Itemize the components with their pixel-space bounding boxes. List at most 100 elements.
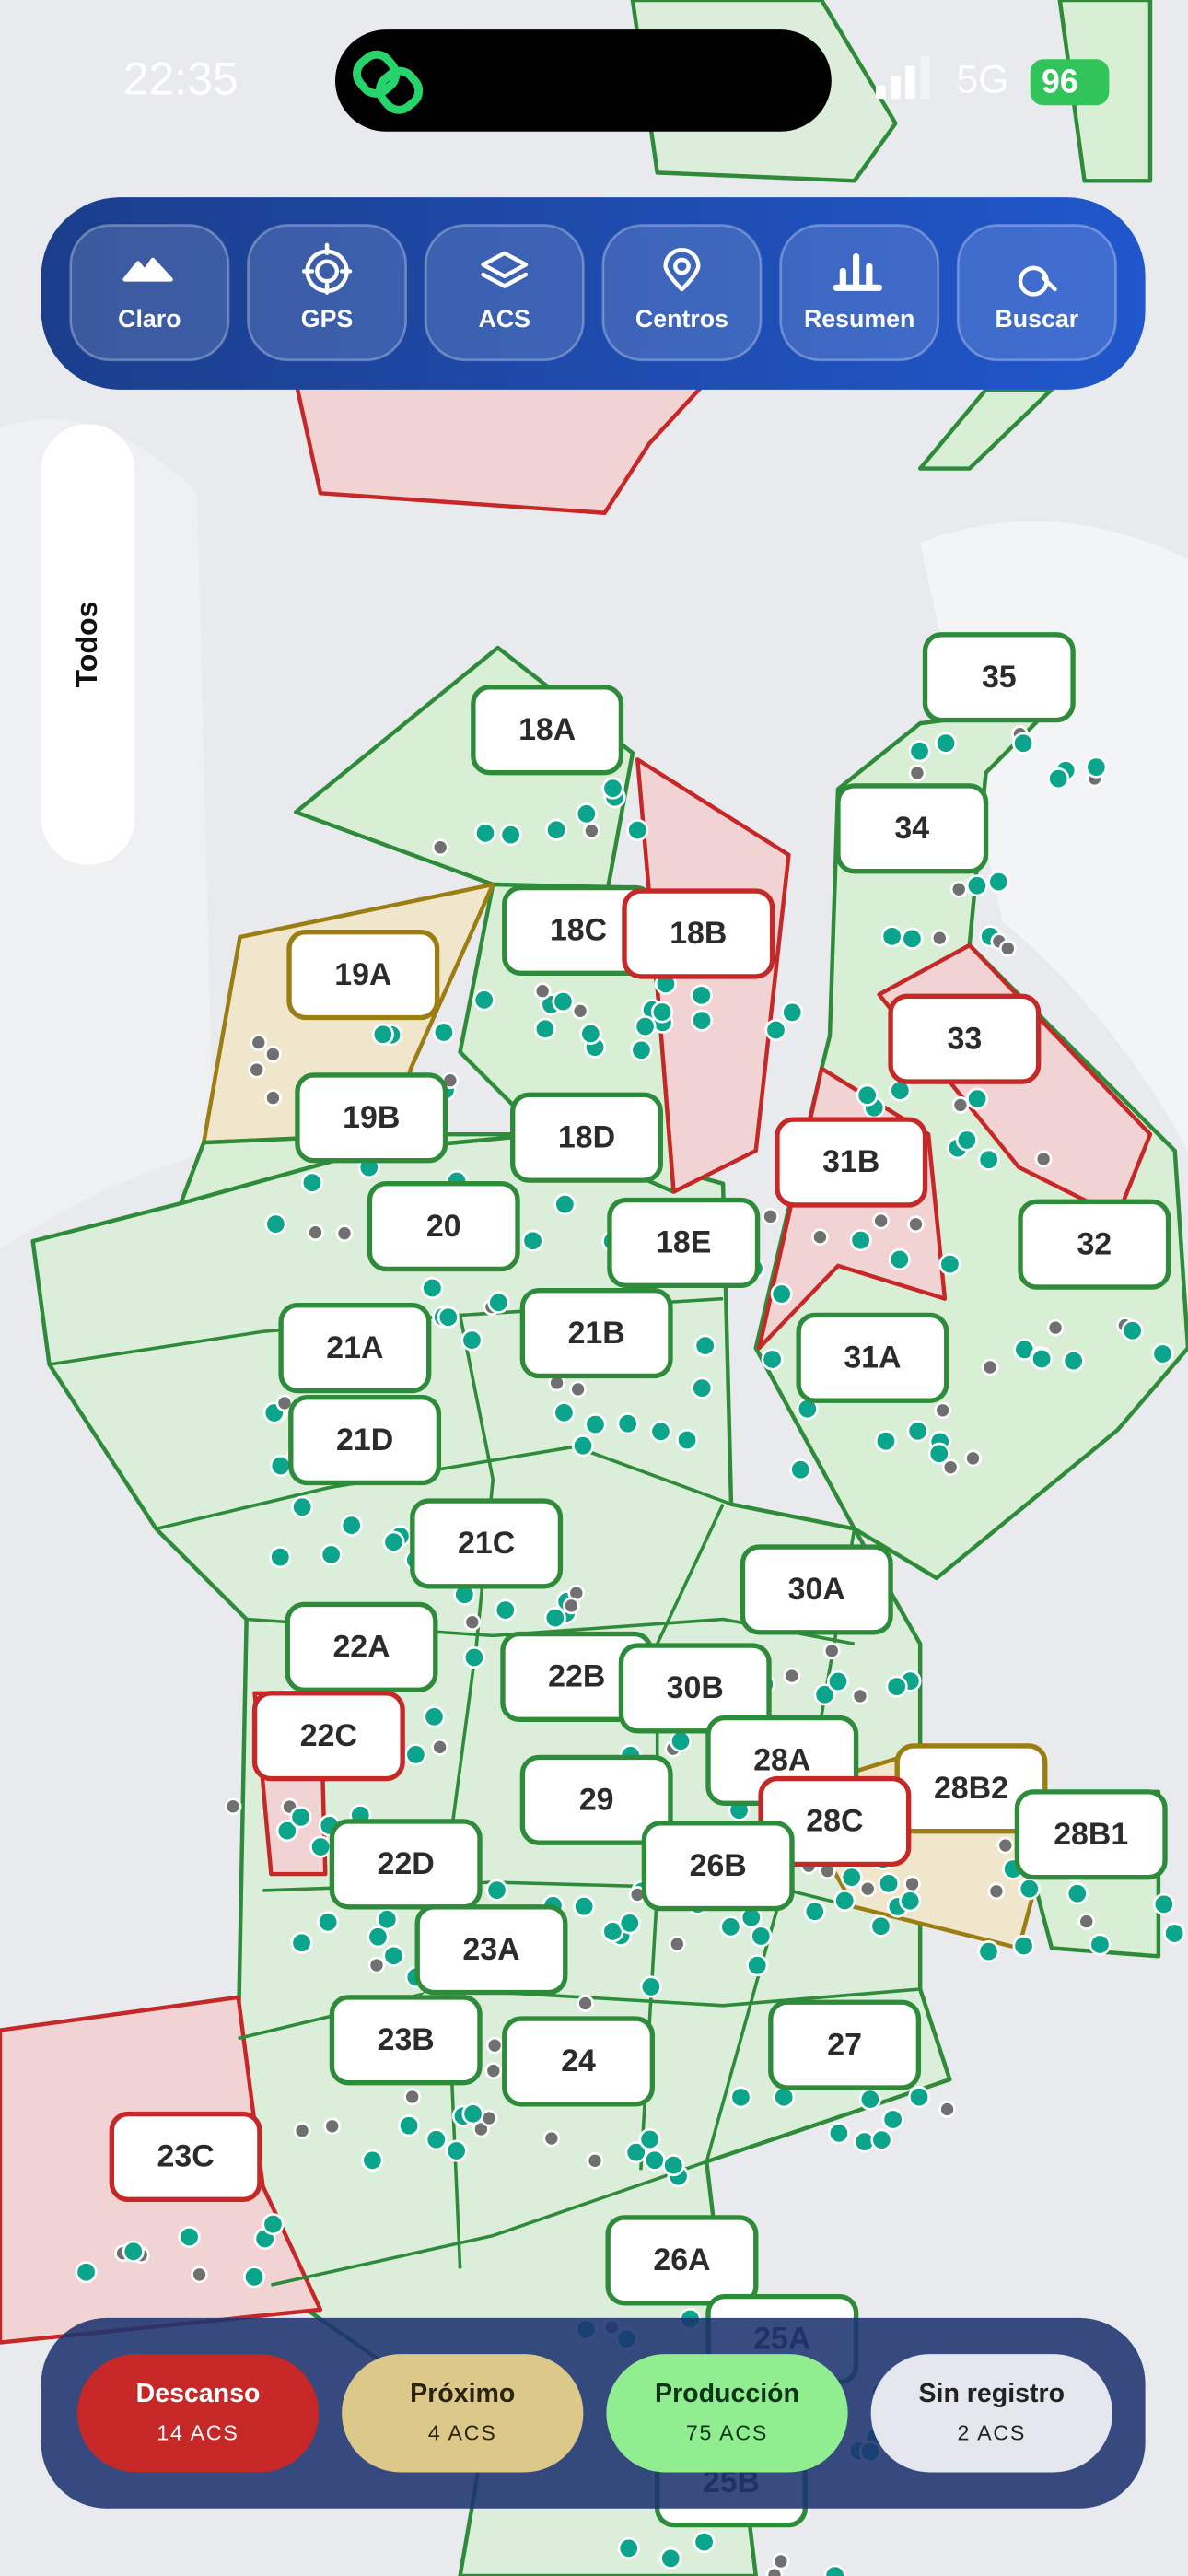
battery <box>1030 59 1110 106</box>
sample-point <box>293 2122 311 2140</box>
sample-point <box>773 2086 796 2109</box>
zone-label-box[interactable] <box>367 1181 520 1272</box>
toolbar-button[interactable] <box>601 224 763 362</box>
zone-label-box[interactable] <box>285 1601 438 1692</box>
zone-label-box[interactable] <box>414 1904 568 1996</box>
legend-count: 75 ACS <box>686 2421 768 2445</box>
sample-point <box>827 2122 850 2145</box>
sample-point <box>463 1613 482 1632</box>
toolbar-button[interactable] <box>424 224 585 362</box>
sample-point <box>803 1900 826 1923</box>
sample-point <box>1077 1913 1096 1930</box>
zone-label-box[interactable] <box>502 2016 656 2107</box>
sample-point <box>462 1645 485 1669</box>
zone-label-box[interactable] <box>519 1288 673 1379</box>
zone-label: 32 <box>1077 1226 1112 1261</box>
sample-point <box>542 2129 561 2148</box>
button-icon <box>663 248 701 292</box>
sample-point <box>977 1940 1000 1963</box>
sample-point <box>421 1276 444 1299</box>
legend-pill[interactable] <box>76 2354 320 2473</box>
sample-point <box>191 2266 208 2284</box>
sample-point <box>955 1129 978 1152</box>
zone-label-box[interactable] <box>775 1117 928 1208</box>
zone-label-box[interactable] <box>605 2215 759 2306</box>
zone-label-box[interactable] <box>288 1394 442 1486</box>
zone-label-box[interactable] <box>740 1544 893 1635</box>
legend-name: Próximo <box>410 2379 515 2408</box>
sample-point <box>616 1412 639 1435</box>
zone-label: 23C <box>157 2139 215 2174</box>
zone-label: 18A <box>518 712 576 747</box>
zone-label-box[interactable] <box>768 1999 922 2090</box>
toolbar-button[interactable] <box>779 224 940 362</box>
sample-point <box>1085 755 1108 779</box>
zone-label-box[interactable] <box>888 993 1042 1084</box>
zone-label: 19B <box>343 1100 400 1135</box>
sample-point <box>965 874 988 897</box>
zone-label: 31B <box>822 1144 879 1179</box>
sample-point <box>485 1879 508 1902</box>
zone-label: 28C <box>806 1804 863 1839</box>
legend-pill[interactable] <box>870 2354 1112 2473</box>
sample-point <box>571 1434 595 1458</box>
zone-label-box[interactable] <box>519 1754 673 1845</box>
sample-point <box>472 989 495 1012</box>
sample-point <box>996 1836 1015 1855</box>
sample-point <box>289 1806 312 1829</box>
sample-point <box>75 2261 98 2284</box>
button-icon <box>1018 265 1057 297</box>
zone-label-box[interactable] <box>641 1821 795 1912</box>
zone-label: 29 <box>579 1783 614 1818</box>
sample-point <box>569 1380 587 1399</box>
sample-point <box>668 1935 686 1953</box>
sample-point <box>719 1915 742 1938</box>
zone-label-box[interactable] <box>278 1303 432 1394</box>
sample-point <box>888 1247 911 1271</box>
zone-label-box[interactable] <box>329 1819 483 1910</box>
zone-label-box[interactable] <box>471 685 624 776</box>
zone-label-box[interactable] <box>796 1312 949 1403</box>
sample-point <box>987 1882 1006 1901</box>
zone-label: 26A <box>653 2242 710 2277</box>
sample-point <box>951 1096 970 1114</box>
zone-label-box[interactable] <box>622 888 775 979</box>
sample-point <box>811 1228 829 1247</box>
zone-label-box[interactable] <box>1014 1789 1168 1880</box>
sample-point <box>981 1358 999 1376</box>
sample-point <box>626 819 649 842</box>
sample-point <box>781 1001 804 1024</box>
filter-pill[interactable] <box>41 424 135 865</box>
sample-point <box>869 1914 892 1938</box>
sample-point <box>178 2225 201 2249</box>
zone-label-box[interactable] <box>835 783 989 874</box>
sample-point <box>998 940 1017 957</box>
legend-pill[interactable] <box>342 2354 584 2473</box>
sample-point <box>553 1401 576 1424</box>
zone-label-box[interactable] <box>329 1995 483 2086</box>
zone-label: 18B <box>670 916 727 951</box>
zone-label-box[interactable] <box>618 1643 772 1734</box>
legend-pill[interactable] <box>606 2354 848 2473</box>
sample-point <box>649 1420 672 1443</box>
zone-label-box[interactable] <box>286 930 440 1021</box>
sample-point <box>264 1045 282 1063</box>
zone-label-box[interactable] <box>109 2111 262 2203</box>
zone-label: 23A <box>462 1932 519 1967</box>
zone-label-box[interactable] <box>922 632 1076 723</box>
zone-label: 22C <box>300 1718 357 1753</box>
sample-point <box>437 1306 460 1329</box>
sample-point <box>662 2154 685 2177</box>
zone-label-box[interactable] <box>1018 1199 1171 1290</box>
sample-point <box>431 838 449 857</box>
sample-point <box>543 1607 566 1630</box>
zone-label-box[interactable] <box>251 1691 405 1782</box>
zone-label-box[interactable] <box>510 1092 663 1183</box>
zone-label-box[interactable] <box>607 1197 761 1289</box>
toolbar-button[interactable] <box>69 224 230 362</box>
sample-point <box>964 1449 982 1468</box>
sample-point <box>899 1890 922 1913</box>
zone-label-box[interactable] <box>295 1072 448 1164</box>
zone-label-box[interactable] <box>410 1498 564 1589</box>
